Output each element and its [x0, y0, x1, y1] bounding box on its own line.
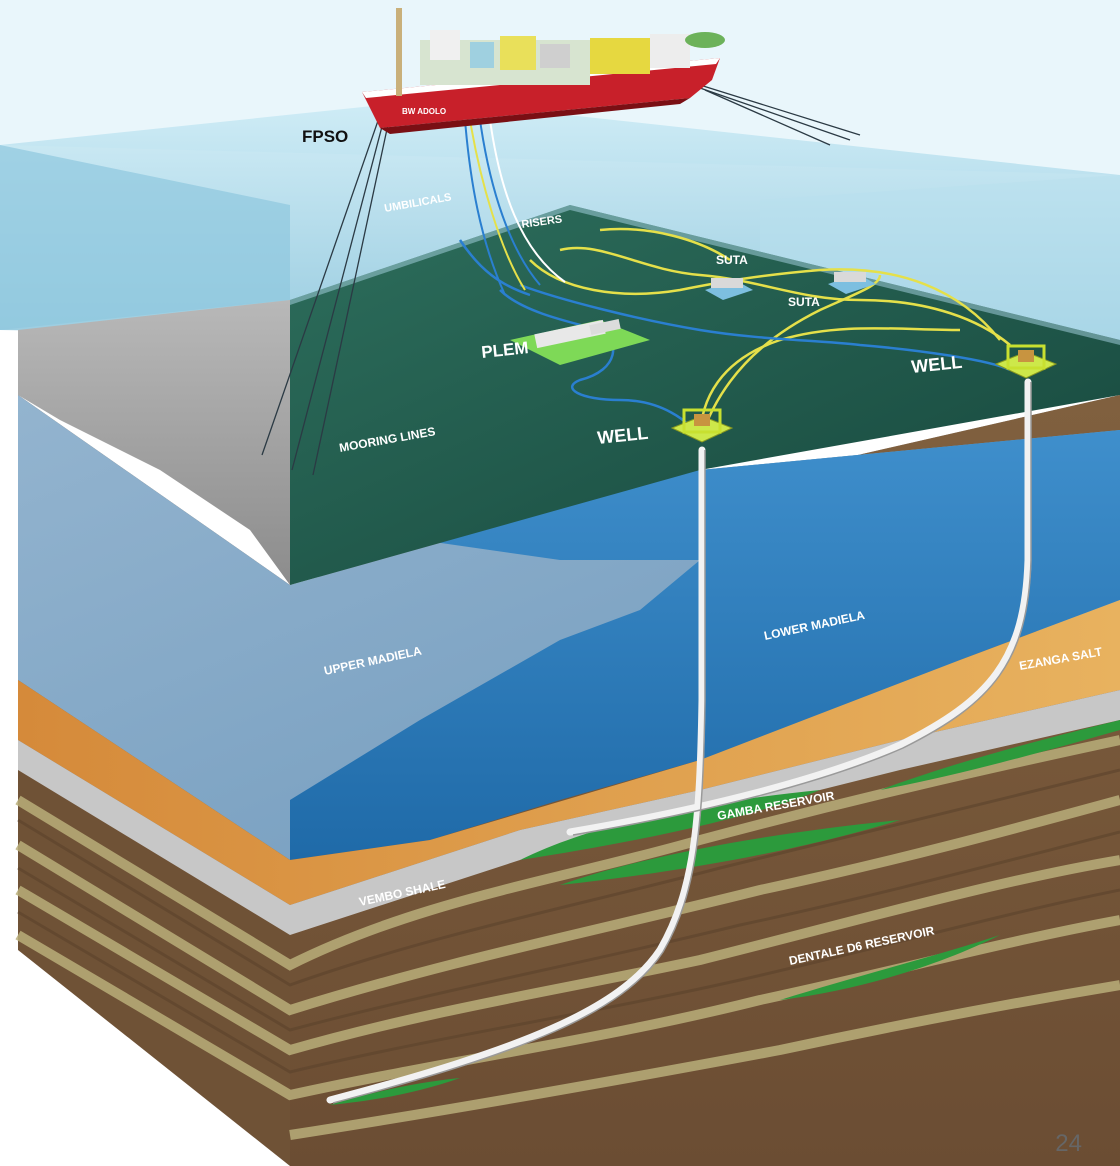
- sediment-bands: [15, 735, 1120, 1140]
- fpso-vessel: BW ADOLO: [362, 8, 725, 134]
- label-risers: RISERS: [521, 213, 563, 231]
- label-suta-1: SUTA: [716, 253, 748, 267]
- label-fpso: FPSO: [302, 127, 348, 146]
- well-paths: [326, 378, 1032, 1104]
- risers-umbilicals: [464, 119, 566, 296]
- label-suta-2: SUTA: [788, 295, 820, 309]
- reservoir-lenses: [330, 720, 1120, 1105]
- plem-structure: [510, 318, 650, 365]
- label-plem: PLEM: [480, 338, 529, 362]
- geological-block: [15, 395, 1120, 1166]
- suta-units: [705, 272, 876, 300]
- mooring-lines: [261, 84, 861, 476]
- seabed-surface: [290, 205, 1120, 585]
- flowlines-blue: [458, 239, 1011, 441]
- page-number: 24: [1055, 1130, 1082, 1157]
- wellhead-structures: [670, 344, 1058, 443]
- ship-name: BW ADOLO: [402, 107, 446, 116]
